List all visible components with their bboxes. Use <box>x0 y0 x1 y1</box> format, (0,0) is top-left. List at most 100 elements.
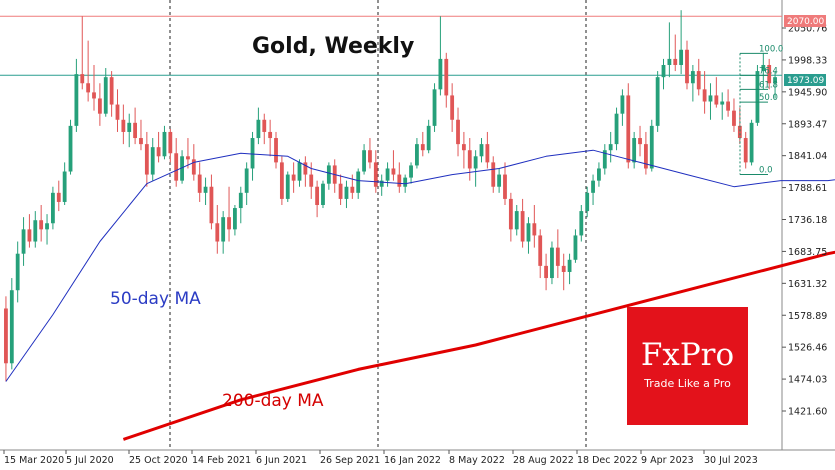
candle-body <box>397 174 402 187</box>
candle-body <box>33 220 38 242</box>
candle-body <box>567 259 572 272</box>
date-tick-label: 26 Sep 2021 <box>320 455 380 466</box>
candle-body <box>180 156 184 181</box>
date-tick-label: 9 Apr 2023 <box>641 455 694 466</box>
candle-body <box>743 138 748 163</box>
horizontal-levels <box>0 15 782 76</box>
candle-body <box>432 89 437 126</box>
candle-body <box>9 290 14 364</box>
candle-body <box>732 110 736 126</box>
candle-body <box>690 71 695 84</box>
date-tick-label: 5 Jul 2020 <box>66 455 114 466</box>
candle-body <box>737 125 742 139</box>
candle-body <box>144 144 149 175</box>
candle-body <box>291 174 296 181</box>
candle-body <box>356 171 361 193</box>
candle-body <box>344 186 349 199</box>
price-badge-current <box>784 74 826 86</box>
candlesticks <box>4 10 777 382</box>
date-tick-label: 15 Mar 2020 <box>4 455 64 466</box>
candle-body <box>4 308 8 364</box>
candle-body <box>450 95 455 120</box>
candle-body <box>643 144 648 169</box>
date-tick-label: 16 Jan 2022 <box>384 455 441 466</box>
candle-body <box>602 150 607 169</box>
candle-body <box>679 49 684 65</box>
price-tick-label: 1526.46 <box>788 343 827 354</box>
candle-body <box>638 138 642 145</box>
candle-body <box>415 144 419 166</box>
candle-body <box>444 58 449 96</box>
price-tick-label: 1893.47 <box>788 119 827 130</box>
candle-body <box>15 253 20 291</box>
logo-brand: FxPro <box>640 337 735 373</box>
candle-body <box>238 192 243 209</box>
fib-level-label: 100.0 <box>759 44 783 54</box>
date-tick-label: 30 Jul 2023 <box>704 455 758 466</box>
candle-body <box>97 98 102 114</box>
candle-body <box>227 217 231 230</box>
candle-body <box>233 208 237 230</box>
price-tick-label: 1998.33 <box>788 55 827 66</box>
date-tick-label: 6 Jun 2021 <box>256 455 307 466</box>
candle-body <box>409 165 413 178</box>
candle-body <box>103 77 108 114</box>
candle-body <box>773 77 777 84</box>
candle-body <box>262 119 267 132</box>
candle-body <box>708 95 713 102</box>
candle-body <box>702 89 707 102</box>
candle-body <box>27 229 32 242</box>
candle-body <box>385 168 390 181</box>
fib-level-label: 61.8 <box>759 80 778 90</box>
candle-body <box>720 101 725 105</box>
candle-body <box>68 125 73 172</box>
chart-title: Gold, Weekly <box>252 34 414 59</box>
candle-body <box>80 74 85 84</box>
candle-body <box>256 119 261 139</box>
candle-body <box>21 229 26 254</box>
candle-body <box>168 131 173 154</box>
candle-body <box>186 156 190 160</box>
candle-body <box>696 71 701 90</box>
candle-body <box>420 144 425 151</box>
candle-body <box>585 192 590 212</box>
candle-body <box>614 113 619 145</box>
candle-body <box>438 58 443 90</box>
candle-body <box>649 125 654 169</box>
date-tick-label: 14 Feb 2021 <box>192 455 251 466</box>
candle-body <box>162 131 167 157</box>
candle-body <box>209 186 214 224</box>
candle-body <box>555 247 560 266</box>
candle-body <box>391 168 396 175</box>
candle-body <box>92 92 96 99</box>
price-tick-label: 1578.89 <box>788 311 827 322</box>
candle-body <box>191 159 196 175</box>
date-tick-labels: 15 Mar 2020 5 Jul 2020 25 Oct 2020 14 Feb 2… <box>3 450 758 466</box>
candle-body <box>62 171 67 202</box>
fibonacci-levels: 100.0 76.4 61.8 50.0 0.0 <box>739 44 783 176</box>
candle-body <box>497 174 502 187</box>
candle-body <box>50 192 55 224</box>
candle-body <box>115 104 120 120</box>
candle-body <box>661 64 666 78</box>
price-tick-label: 1841.04 <box>788 151 827 162</box>
candle-body <box>244 168 249 193</box>
candle-body <box>362 150 366 172</box>
date-tick-label: 28 Aug 2022 <box>513 455 574 466</box>
candle-body <box>544 265 548 279</box>
candle-body <box>56 192 61 202</box>
candle-body <box>514 211 519 230</box>
candle-body <box>109 77 114 105</box>
candle-body <box>526 223 531 242</box>
candle-body <box>467 150 472 169</box>
ma200-line <box>122 250 835 441</box>
fxpro-logo: FxPro Trade Like a Pro <box>627 307 748 425</box>
candle-body <box>350 186 355 193</box>
candle-body <box>45 223 49 230</box>
candle-body <box>491 162 496 187</box>
candle-body <box>326 165 331 184</box>
date-tick-label: 18 Dec 2022 <box>577 455 638 466</box>
price-tick-label: 1474.03 <box>788 375 827 386</box>
candle-body <box>503 174 507 199</box>
